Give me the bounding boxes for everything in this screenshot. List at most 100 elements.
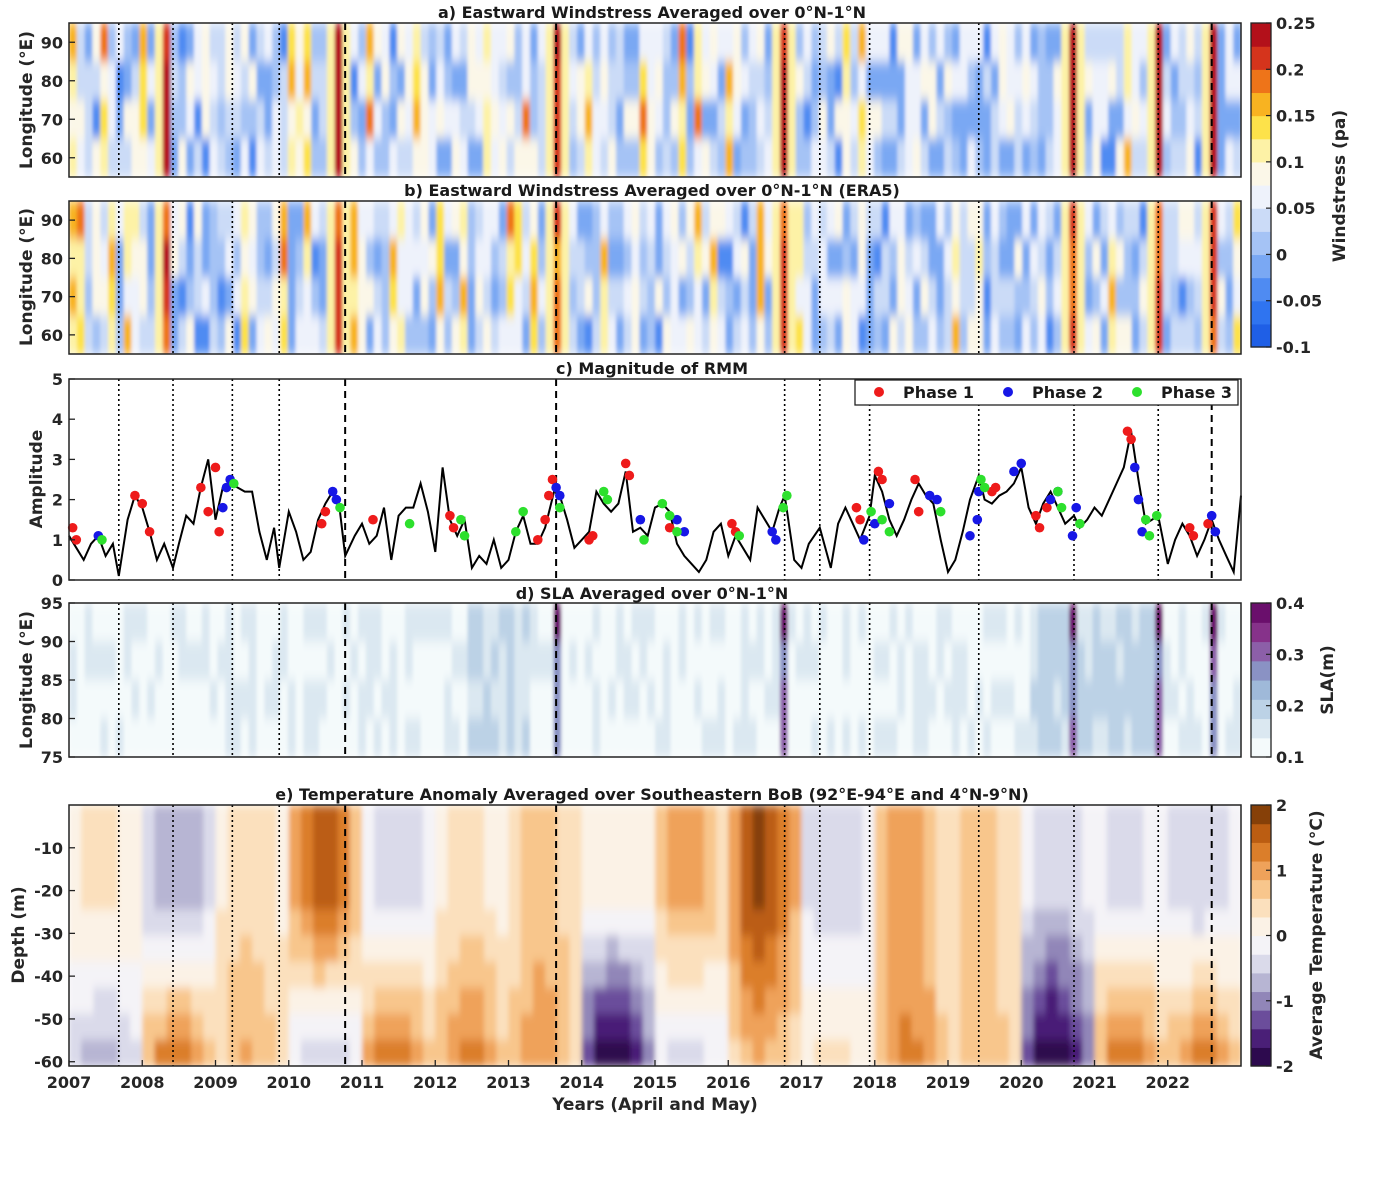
heat-cell: [444, 61, 453, 101]
heat-cell: [342, 201, 352, 241]
heat-cell: [147, 23, 156, 63]
heat-cell: [728, 1039, 742, 1066]
heat-cell: [545, 935, 559, 963]
windstress-colorbar-label: Windstress (pa): [1330, 110, 1350, 262]
y-tick-label: -30: [34, 924, 63, 943]
heat-cell: [389, 239, 398, 279]
heat-cell: [709, 61, 719, 101]
heat-cell: [600, 138, 609, 177]
heat-cell: [584, 23, 594, 63]
heat-cell: [475, 100, 484, 140]
heat-cell: [1143, 1039, 1157, 1066]
heat-cell: [1167, 805, 1181, 832]
heat-cell: [300, 1039, 314, 1066]
heat-cell: [889, 138, 899, 177]
heat-cell: [105, 883, 119, 911]
heat-cell: [850, 61, 859, 101]
heat-cell: [838, 1039, 852, 1066]
heat-cell: [358, 61, 367, 101]
heat-cell: [716, 883, 730, 911]
heat-cell: [350, 680, 359, 720]
heat-cell: [764, 857, 778, 885]
heat-cell: [178, 935, 192, 963]
heat-cell: [233, 100, 242, 140]
heat-cell: [1139, 61, 1149, 101]
phase-3-point: [335, 502, 345, 513]
legend-label-phase-3: Phase 3: [1161, 383, 1232, 402]
heat-cell: [948, 935, 962, 963]
phase-1-point: [316, 518, 327, 529]
heat-cell: [983, 201, 992, 241]
heat-cell: [584, 239, 594, 279]
heat-cell: [386, 805, 400, 832]
heat-cell: [920, 100, 930, 140]
heat-cell: [1045, 805, 1059, 832]
panel-b-event-lines: [118, 201, 1213, 354]
heat-cell: [350, 239, 359, 279]
heat-cell: [374, 935, 388, 963]
x-tick-label: 2010: [266, 1073, 311, 1092]
heat-cell: [897, 239, 906, 279]
heat-cell: [93, 961, 107, 989]
heat-cell: [1194, 718, 1203, 757]
heat-cell: [436, 23, 445, 63]
heat-cell: [84, 100, 94, 140]
heat-cell: [325, 935, 339, 963]
heat-cell: [1192, 883, 1206, 911]
colorbar-swatch: [1251, 208, 1271, 232]
heat-cell: [858, 100, 867, 140]
heat-cell: [532, 909, 546, 937]
heat-cell: [162, 641, 172, 681]
heat-cell: [381, 641, 391, 681]
phase-2-point: [884, 498, 895, 509]
heat-cell: [506, 315, 516, 354]
heat-cell: [960, 987, 974, 1015]
heat-cell: [569, 138, 578, 177]
heat-cell: [398, 1013, 412, 1041]
heat-cell: [764, 883, 778, 911]
heat-cell: [256, 277, 266, 317]
heat-cell: [795, 201, 805, 241]
heat-cell: [1022, 61, 1031, 101]
heat-cell: [508, 1013, 522, 1041]
heat-cell: [647, 680, 656, 720]
heat-cell: [618, 961, 632, 989]
heat-cell: [1194, 23, 1203, 63]
heat-cell: [287, 277, 297, 317]
heat-cell: [553, 315, 563, 354]
phase-1-point: [1042, 502, 1052, 513]
heat-cell: [826, 641, 836, 681]
heat-cell: [508, 935, 522, 963]
heat-cell: [92, 61, 102, 101]
heat-cell: [639, 239, 648, 279]
heat-cell: [998, 100, 1008, 140]
heat-cell: [667, 935, 681, 963]
heat-cell: [1131, 100, 1141, 140]
heat-cell: [115, 100, 125, 140]
heat-cell: [728, 909, 742, 937]
heat-cell: [561, 718, 570, 757]
heat-cell: [154, 909, 168, 937]
heat-cell: [1216, 857, 1230, 885]
heat-cell: [311, 315, 320, 354]
heat-cell: [1167, 935, 1181, 963]
heat-cell: [358, 603, 367, 643]
heat-cell: [911, 935, 925, 963]
heat-cell: [920, 680, 930, 720]
heat-cell: [1006, 277, 1016, 317]
heat-cell: [1069, 603, 1078, 643]
heat-cell: [76, 201, 86, 241]
heat-cell: [201, 680, 211, 720]
heat-cell: [608, 100, 617, 140]
heat-cell: [334, 201, 344, 241]
heat-cell: [428, 603, 438, 643]
heat-cell: [350, 138, 359, 177]
heat-cell: [1162, 61, 1172, 101]
heat-cell: [1118, 805, 1132, 832]
heat-cell: [475, 603, 484, 643]
heat-cell: [756, 239, 766, 279]
heat-cell: [227, 1039, 241, 1066]
heat-cell: [313, 987, 327, 1015]
heat-cell: [313, 935, 327, 963]
heat-cell: [326, 315, 336, 354]
